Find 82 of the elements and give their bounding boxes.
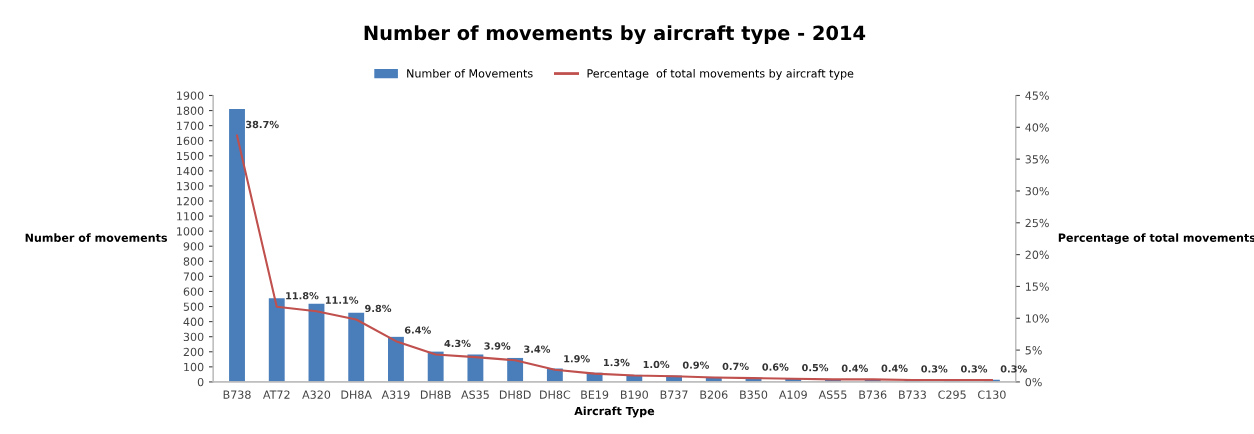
x-tick-label: B737 <box>660 390 688 399</box>
bar <box>467 354 484 382</box>
chart-title: Number of movements by aircraft type - 2014 <box>364 25 866 45</box>
data-label: 11.8% <box>286 292 319 300</box>
bar <box>308 303 325 382</box>
x-tick-label: A319 <box>381 390 410 399</box>
data-label: 3.4% <box>524 345 551 353</box>
y2-tick-label: 45% <box>1025 91 1049 100</box>
data-label: 0.4% <box>881 364 908 372</box>
y-tick-label: 1700 <box>177 121 204 131</box>
y2-tick-label: 35% <box>1025 155 1049 164</box>
x-tick-label: B206 <box>700 390 728 399</box>
line-series <box>235 134 993 382</box>
data-label: 0.9% <box>682 361 710 369</box>
y-tick-label: 0 <box>197 377 204 387</box>
x-tick-label: DH8B <box>420 390 451 399</box>
data-label: 3.9% <box>484 342 511 350</box>
y2-tick-label: 25% <box>1025 218 1049 228</box>
y-tick-label: 800 <box>183 257 204 266</box>
y-tick-label: 1200 <box>177 196 204 206</box>
x-tick-label: B350 <box>740 390 768 399</box>
y-tick-label: 1500 <box>177 151 204 161</box>
y-tick-label: 1800 <box>177 106 204 115</box>
y2-tick-label: 10% <box>1025 314 1049 323</box>
y-tick-label: 100 <box>184 362 204 372</box>
x-axis-title: Aircraft Type <box>574 406 655 418</box>
x-tick-label: C130 <box>978 390 1006 399</box>
x-tick-label: DH8A <box>341 390 372 399</box>
y-tick-label: 1300 <box>177 181 204 191</box>
data-label: 11.1% <box>325 296 359 304</box>
data-label: 1.3% <box>604 358 630 367</box>
data-label: 38.7% <box>246 120 279 129</box>
x-tick-label: A320 <box>302 390 331 399</box>
y-tick-label: 1000 <box>177 227 204 236</box>
x-tick-label: B738 <box>223 390 251 399</box>
bar <box>229 109 245 382</box>
y-tick-label: 900 <box>183 242 204 251</box>
y-tick-label: 1100 <box>177 212 204 221</box>
data-label: 0.4% <box>841 364 868 372</box>
x-tick-label: B190 <box>621 390 648 399</box>
data-label: 0.3% <box>921 365 948 373</box>
data-label: 0.6% <box>762 363 789 371</box>
y2-tick-label: 15% <box>1025 282 1049 291</box>
data-label: 0.5% <box>802 363 829 372</box>
x-tick-label: B736 <box>859 390 887 399</box>
bar <box>268 298 285 382</box>
y2-tick-label: 0% <box>1025 377 1042 387</box>
x-tick-label: AS35 <box>461 390 489 399</box>
x-tick-label: DH8D <box>499 390 531 399</box>
y2-tick-label: 20% <box>1025 250 1049 259</box>
legend-label: Percentage of total movements by aircraft type <box>587 69 854 80</box>
data-label: 1.0% <box>643 360 670 369</box>
y-tick-label: 700 <box>183 272 204 281</box>
x-tick-label: DH8C <box>540 390 571 399</box>
y2-tick-label: 30% <box>1025 186 1049 196</box>
data-label: 0.3% <box>1000 365 1027 373</box>
x-tick-label: A109 <box>778 390 807 399</box>
y-tick-label: 1600 <box>177 136 204 146</box>
y2-tick-label: 40% <box>1025 123 1049 132</box>
x-tick-label: AT72 <box>263 390 290 399</box>
bar <box>348 312 365 382</box>
x-tick-label: B733 <box>899 390 926 399</box>
y-tick-label: 1900 <box>177 91 204 100</box>
data-label: 0.3% <box>960 365 988 373</box>
y-tick-label: 300 <box>183 332 204 342</box>
y-tick-label: 400 <box>183 317 204 326</box>
x-tick-label: C295 <box>938 390 966 399</box>
y-tick-label: 200 <box>183 347 204 357</box>
x-tick-label: BE19 <box>581 390 609 399</box>
data-label: 0.7% <box>722 362 749 371</box>
legend-label: Number of Movements <box>407 69 533 78</box>
y-tick-label: 500 <box>183 302 204 311</box>
bar <box>388 336 404 382</box>
data-label: 6.4% <box>404 326 431 334</box>
y2-tick-label: 5% <box>1025 346 1042 355</box>
y-tick-label: 1400 <box>177 166 204 176</box>
data-label: 1.9% <box>564 355 590 363</box>
y-axis-title: Number of movements <box>25 233 168 242</box>
x-tick-label: AS55 <box>818 390 847 399</box>
y-tick-label: 600 <box>183 287 204 296</box>
data-label: 4.3% <box>444 339 471 348</box>
data-label: 9.8% <box>365 304 392 313</box>
